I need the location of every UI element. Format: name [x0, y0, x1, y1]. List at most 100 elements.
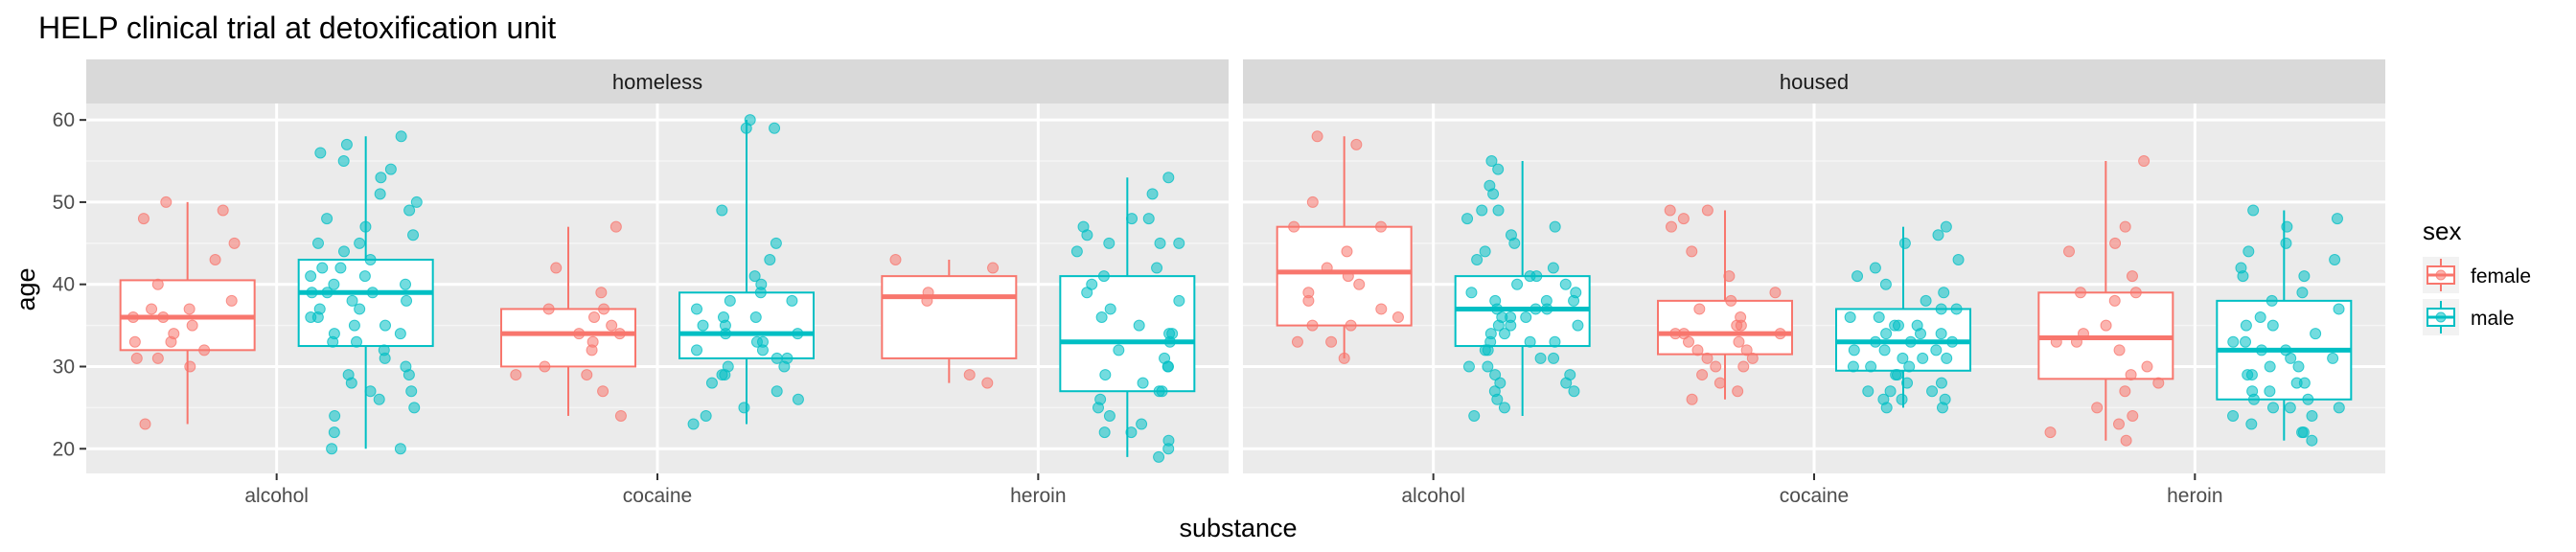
data-point: [354, 237, 366, 249]
data-point: [1746, 352, 1759, 364]
data-point: [128, 335, 141, 348]
data-point: [2127, 409, 2139, 422]
data-point: [1492, 204, 1505, 217]
data-point: [1880, 328, 1893, 340]
data-point: [2091, 402, 2104, 414]
data-point: [1869, 262, 1881, 274]
data-point: [987, 262, 1000, 274]
x-tick-label: cocaine: [623, 485, 692, 507]
y-tick-label: 60: [53, 109, 75, 131]
data-point: [394, 443, 406, 455]
data-point: [1125, 426, 1138, 439]
data-point: [1541, 303, 1553, 315]
data-point: [539, 360, 551, 373]
data-point: [1930, 344, 1943, 356]
data-point: [375, 172, 387, 184]
x-tick-label: alcohol: [244, 485, 309, 507]
data-point: [1904, 335, 1917, 348]
data-point: [1664, 204, 1676, 217]
data-point: [1549, 220, 1561, 233]
data-point: [2284, 402, 2296, 414]
data-point: [1683, 335, 1695, 348]
data-point: [1126, 213, 1138, 225]
data-point: [1471, 253, 1484, 265]
y-axis-title: age: [12, 267, 40, 310]
data-point: [1693, 303, 1706, 315]
data-point: [198, 344, 211, 356]
data-point: [1560, 377, 1573, 389]
data-point: [1723, 270, 1736, 283]
data-point: [1733, 335, 1745, 348]
data-point: [792, 393, 804, 405]
data-point: [337, 155, 350, 168]
data-point: [321, 213, 334, 225]
data-point: [2070, 335, 2082, 348]
data-point: [165, 335, 177, 348]
data-point: [2327, 352, 2339, 364]
data-point: [2264, 360, 2276, 373]
data-point: [314, 147, 327, 159]
data-point: [410, 196, 423, 208]
data-point: [705, 377, 718, 389]
data-point: [209, 253, 221, 265]
data-point: [151, 278, 164, 290]
data-point: [2247, 393, 2260, 405]
data-point: [184, 360, 196, 373]
data-point: [395, 130, 407, 143]
data-point: [1173, 237, 1185, 249]
data-point: [364, 385, 377, 398]
data-point: [1935, 303, 1947, 315]
data-point: [1879, 278, 1892, 290]
data-point: [183, 303, 196, 315]
data-point: [305, 270, 317, 283]
data-point: [1162, 443, 1175, 455]
data-point: [1482, 360, 1494, 373]
data-point: [2290, 377, 2303, 389]
y-tick-label: 40: [53, 274, 75, 296]
data-point: [770, 385, 783, 398]
data-point: [1374, 220, 1387, 233]
data-point: [1691, 344, 1704, 356]
data-point: [1173, 294, 1185, 307]
data-point: [700, 409, 712, 422]
data-point: [1103, 237, 1116, 249]
data-point: [2237, 270, 2249, 283]
data-point: [1342, 270, 1354, 283]
data-point: [2333, 402, 2345, 414]
data-point: [1081, 287, 1093, 299]
data-point: [2296, 287, 2309, 299]
data-point: [1468, 409, 1481, 422]
data-point: [1341, 245, 1353, 258]
data-point: [1524, 335, 1536, 348]
data-point: [1549, 335, 1561, 348]
data-point: [1479, 245, 1491, 258]
data-point: [1901, 377, 1914, 389]
data-point: [610, 220, 622, 233]
data-point: [614, 409, 627, 422]
data-point: [1338, 352, 1350, 364]
data-point: [1392, 311, 1404, 324]
data-point: [1677, 213, 1690, 225]
legend-label-female: female: [2471, 265, 2531, 288]
x-tick-label: heroin: [2167, 485, 2222, 507]
data-point: [889, 253, 902, 265]
data-point: [1291, 335, 1303, 348]
data-point: [1146, 188, 1159, 200]
data-point: [1844, 311, 1856, 324]
data-point: [137, 213, 150, 225]
data-point: [756, 344, 769, 356]
data-point: [1950, 303, 1963, 315]
data-point: [1847, 360, 1859, 373]
data-point: [157, 311, 170, 324]
data-point: [687, 418, 700, 430]
data-point: [328, 426, 340, 439]
data-point: [2063, 245, 2076, 258]
data-point: [384, 163, 397, 175]
data-point: [1714, 377, 1726, 389]
data-point: [146, 303, 158, 315]
data-point: [921, 294, 933, 307]
x-tick-label: cocaine: [1780, 485, 1849, 507]
data-point: [1935, 377, 1947, 389]
data-point: [328, 278, 340, 290]
data-point: [581, 369, 593, 381]
